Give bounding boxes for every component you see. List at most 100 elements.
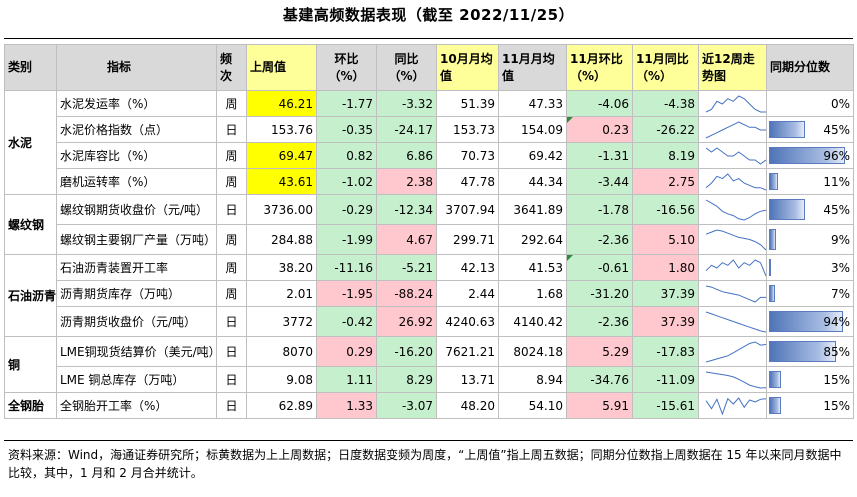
header-oct-avg: 10月月均值 (436, 44, 499, 91)
trend-sparkline (698, 168, 767, 195)
percentile-cell: 11% (766, 168, 854, 195)
sparkline-line (705, 396, 766, 415)
sparkline-line (705, 172, 766, 190)
frequency-cell: 日 (216, 116, 247, 143)
oct-avg-value: 42.13 (436, 254, 499, 281)
percentile-cell: 96% (766, 142, 854, 169)
oct-avg-value: 2.44 (436, 280, 499, 307)
nov-avg-value: 3641.89 (498, 194, 567, 225)
percentile-cell: 94% (766, 306, 854, 337)
header-nov-mom: 11月环比（%） (566, 44, 633, 91)
oct-avg-value: 70.73 (436, 142, 499, 169)
indicator-cell: LME铜现货结算价（美元/吨） (56, 336, 217, 367)
sparkline-line (705, 371, 766, 389)
frequency-cell: 日 (216, 306, 247, 337)
table-row: 石油沥青 石油沥青装置开工率周 38.20 -11.16 -5.21 42.13 41.53… (4, 254, 854, 337)
oct-avg-value: 4240.63 (436, 306, 499, 337)
sparkline-line (705, 120, 766, 138)
oct-avg-value: 153.73 (436, 116, 499, 143)
percentile-bar (769, 229, 776, 250)
yoy-value: -12.34 (376, 194, 437, 225)
sparkline-chart (705, 396, 766, 415)
nov-avg-value: 292.64 (498, 224, 567, 255)
trend-sparkline (698, 366, 767, 393)
category-cell: 水泥 (4, 90, 57, 195)
comment-marker-icon (567, 255, 573, 261)
table-row: 铜 LME铜现货结算价（美元/吨）日 8070 0.29 -16.20 7621.21 80… (4, 336, 854, 393)
nov-yoy-value: -4.38 (632, 90, 699, 117)
sparkline-line (705, 311, 766, 332)
nov-yoy-value: -11.09 (632, 366, 699, 393)
wow-value: -0.35 (316, 116, 377, 143)
sparkline-line (705, 258, 766, 276)
nov-mom-value: 5.29 (566, 336, 633, 367)
nov-avg-value: 154.09 (498, 116, 567, 143)
sparkline-chart (705, 311, 766, 332)
frequency-cell: 日 (216, 392, 247, 419)
last-week-value: 43.61 (246, 168, 317, 195)
percentile-bar (769, 173, 778, 190)
oct-avg-value: 3707.94 (436, 194, 499, 225)
nov-avg-value: 47.33 (498, 90, 567, 117)
frequency-cell: 周 (216, 142, 247, 169)
indicator-cell: 水泥库容比（%） (56, 142, 217, 169)
nov-yoy-value: 37.39 (632, 280, 699, 307)
oct-avg-value: 299.71 (436, 224, 499, 255)
table-row: 水泥库容比（%）周 69.47 0.82 6.86 70.73 69.42 -1.31 8.1… (5, 142, 854, 169)
sparkline-chart (705, 120, 766, 138)
nov-mom-value: -2.36 (566, 224, 633, 255)
header-row: 类别 指标 频次 上周值 环比（%） 同比（%） 10月月均值 11月月均值 1… (4, 44, 854, 91)
trend-sparkline (698, 90, 767, 117)
percentile-text: 96% (823, 148, 850, 163)
nov-mom-value: -2.36 (566, 306, 633, 337)
bottom-rule (4, 440, 853, 441)
nov-mom-text: -4.06 (597, 96, 629, 111)
indicator-cell: 沥青期货收盘价（元/吨） (56, 306, 217, 337)
wow-value: -1.77 (316, 90, 377, 117)
wow-value: -0.29 (316, 194, 377, 225)
yoy-value: 26.92 (376, 306, 437, 337)
nov-avg-value: 8.94 (498, 366, 567, 393)
trend-sparkline (698, 392, 767, 419)
percentile-text: 85% (823, 344, 850, 359)
percentile-cell: 15% (766, 392, 854, 419)
yoy-value: 8.29 (376, 366, 437, 393)
percentile-text: 94% (823, 314, 850, 329)
nov-mom-value: 0.23 (566, 116, 633, 143)
yoy-value: 4.67 (376, 224, 437, 255)
wow-value: -1.95 (316, 280, 377, 307)
table-row: 螺纹钢 螺纹钢期货收盘价（元/吨）日 3736.00 -0.29 -12.34 3707.… (4, 194, 854, 255)
nov-yoy-value: -17.83 (632, 336, 699, 367)
header-category: 类别 (4, 44, 57, 91)
sparkline-chart (705, 340, 766, 362)
table-row: 全钢胎 全钢胎开工率（%）日 62.89 1.33 -3.07 48.20 54.10 5.9… (4, 392, 854, 419)
trend-sparkline (698, 116, 767, 143)
yoy-value: -3.07 (376, 392, 437, 419)
last-week-value: 46.21 (246, 90, 317, 117)
sparkline-chart (705, 371, 766, 389)
wow-value: -0.42 (316, 306, 377, 337)
header-wow: 环比（%） (316, 44, 377, 91)
table-row: 沥青期货库存（万吨）周 2.01 -1.95 -88.24 2.44 1.68 -31.20… (5, 280, 854, 307)
header-frequency: 频次 (216, 44, 247, 91)
header-nov-avg: 11月月均值 (498, 44, 567, 91)
nov-mom-text: -0.61 (597, 260, 629, 275)
wow-value: 0.82 (316, 142, 377, 169)
nov-yoy-value: 8.19 (632, 142, 699, 169)
nov-yoy-value: 1.80 (632, 254, 699, 281)
percentile-bar (769, 147, 845, 164)
sparkline-chart (705, 285, 766, 303)
nov-mom-text: 0.23 (602, 122, 629, 137)
table-row: 水泥价格指数（点）日 153.76 -0.35 -24.17 153.73 154.09 0… (5, 116, 854, 143)
last-week-value: 3772 (246, 306, 317, 337)
trend-sparkline (698, 254, 767, 281)
nov-mom-value: -1.31 (566, 142, 633, 169)
indicator-cell: 全钢胎开工率（%） (56, 392, 217, 419)
percentile-cell: 3% (766, 254, 854, 281)
nov-mom-text: -34.76 (590, 372, 629, 387)
nov-avg-value: 41.53 (498, 254, 567, 281)
indicator-cell: 水泥价格指数（点） (56, 116, 217, 143)
oct-avg-value: 51.39 (436, 90, 499, 117)
last-week-value: 2.01 (246, 280, 317, 307)
percentile-text: 45% (823, 122, 850, 137)
